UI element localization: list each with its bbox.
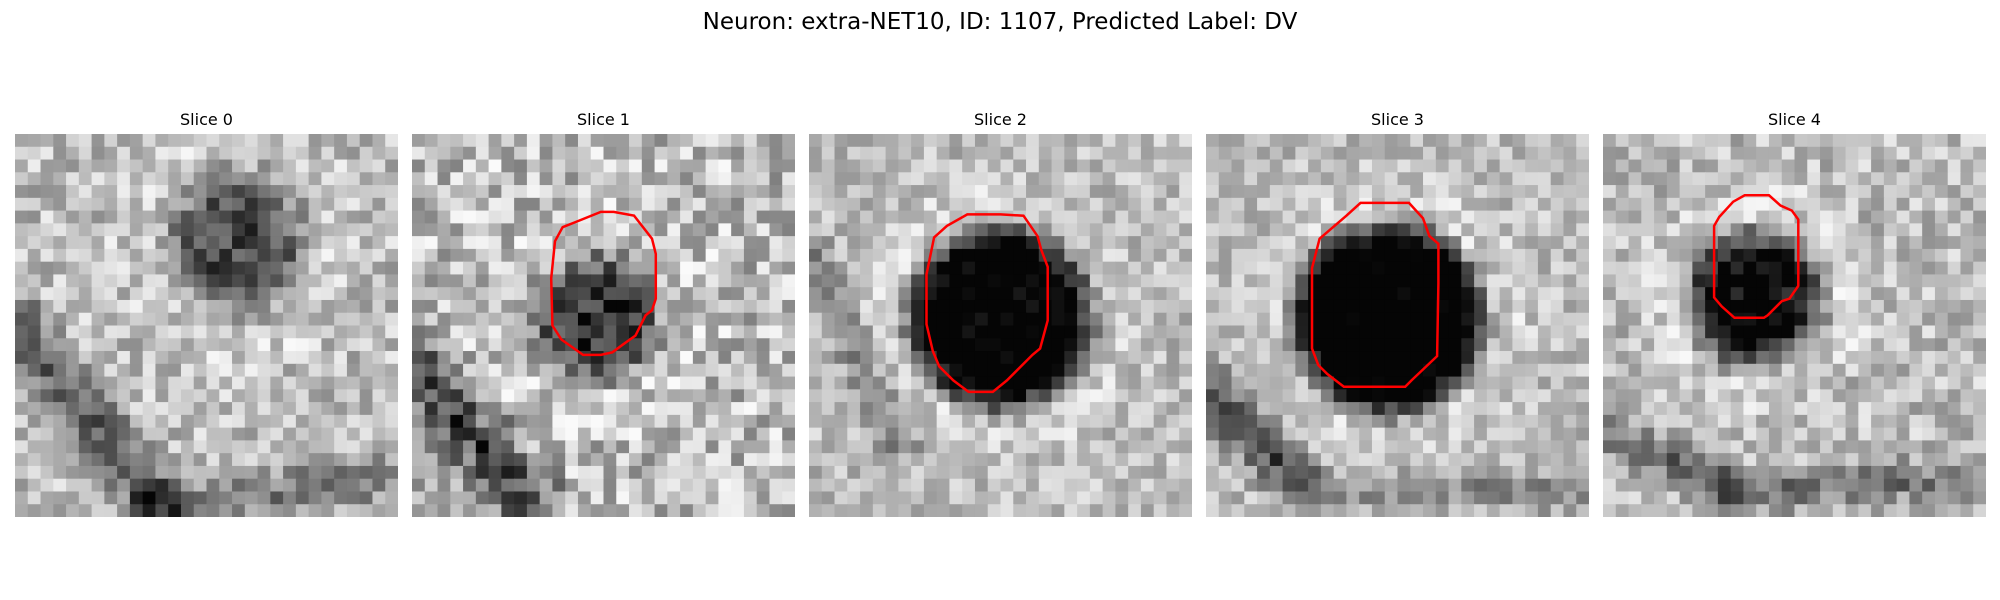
panel-title-slice-0: Slice 0 [180, 110, 233, 129]
slice-image [1603, 134, 1986, 517]
slice-image-2 [809, 134, 1192, 517]
figure-title: Neuron: extra-NET10, ID: 1107, Predicted… [702, 9, 1298, 35]
slice-image [412, 134, 795, 517]
panel-title-slice-2: Slice 2 [974, 110, 1027, 129]
slice-image [809, 134, 1192, 517]
segmentation-contour [1712, 194, 1800, 320]
panel-title-slice-1: Slice 1 [577, 110, 630, 129]
slice-image-3 [1206, 134, 1589, 517]
segmentation-contour [925, 213, 1049, 394]
slice-image-0 [15, 134, 398, 517]
segmentation-contour [1310, 201, 1440, 389]
slice-image [15, 134, 398, 517]
slice-image-4 [1603, 134, 1986, 517]
panel-title-slice-3: Slice 3 [1371, 110, 1424, 129]
panel-title-slice-4: Slice 4 [1768, 110, 1821, 129]
slice-image [1206, 134, 1589, 517]
segmentation-contour [549, 210, 658, 357]
slice-image-1 [412, 134, 795, 517]
